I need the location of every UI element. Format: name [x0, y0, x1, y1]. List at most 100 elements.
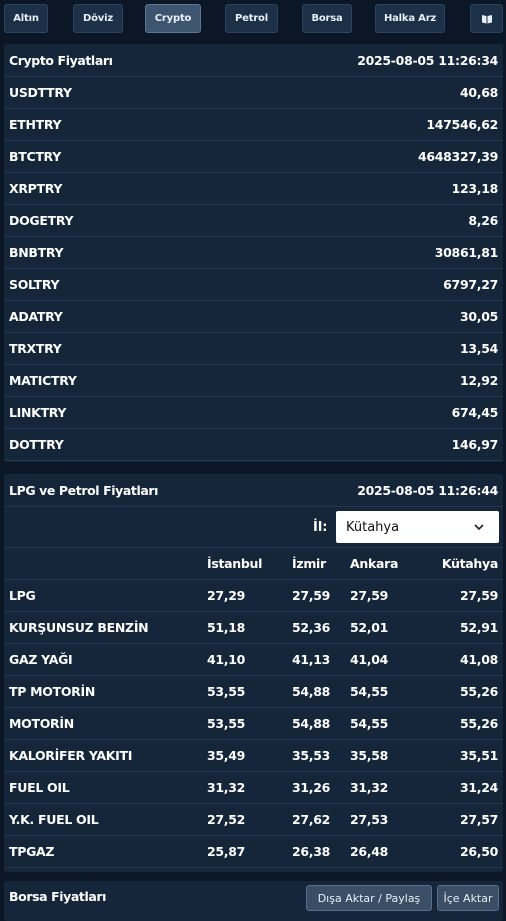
crypto-price: 4648327,39 — [417, 149, 498, 164]
petrol-column-header: İstanbul İzmir Ankara Kütahya — [4, 548, 503, 580]
petrol-row: KALORİFER YAKITI 35,49 35,53 35,58 35,51 — [4, 740, 503, 772]
crypto-symbol: XRPTRY — [9, 181, 63, 196]
fuel-name: FUEL OIL — [9, 780, 70, 795]
borsa-title: Borsa Fiyatları — [9, 889, 107, 904]
fuel-price-cell: 54,88 — [292, 716, 331, 731]
fuel-price-cell: 41,10 — [207, 652, 246, 667]
petrol-row: KURŞUNSUZ BENZİN 51,18 52,36 52,01 52,91 — [4, 612, 503, 644]
fuel-price-cell: 41,04 — [350, 652, 389, 667]
petrol-row: GAZ YAĞI 41,10 41,13 41,04 41,08 — [4, 644, 503, 676]
fuel-price-cell: 54,55 — [350, 684, 389, 699]
fuel-price-cell: 31,32 — [207, 780, 246, 795]
fuel-name: Y.K. FUEL OIL — [9, 812, 99, 827]
crypto-row: DOGETRY 8,26 — [4, 205, 503, 237]
petrol-header: LPG ve Petrol Fiyatları 2025-08-05 11:26… — [4, 474, 503, 507]
chevron-down-icon — [474, 524, 484, 531]
crypto-price: 40,68 — [459, 85, 498, 100]
menu-button[interactable] — [470, 4, 503, 33]
fuel-name: MOTORİN — [9, 716, 74, 731]
crypto-row: SOLTRY 6797,27 — [4, 269, 503, 301]
crypto-row: MATICTRY 12,92 — [4, 365, 503, 397]
crypto-price: 147546,62 — [426, 117, 498, 132]
crypto-price: 146,97 — [451, 437, 499, 452]
crypto-symbol: ETHTRY — [9, 117, 62, 132]
fuel-price-cell: 52,91 — [459, 620, 498, 635]
fuel-price-cell: 26,38 — [292, 844, 331, 859]
fuel-price-cell: 31,32 — [350, 780, 389, 795]
fuel-price-cell: 27,29 — [207, 588, 246, 603]
fuel-price-cell: 35,53 — [292, 748, 331, 763]
tab-altin[interactable]: Altın — [4, 4, 48, 33]
crypto-row: BNBTRY 30861,81 — [4, 237, 503, 269]
fuel-price-cell: 54,88 — [292, 684, 331, 699]
fuel-name: LPG — [9, 588, 36, 603]
column-header: Ankara — [350, 556, 399, 571]
fuel-name: TP MOTORİN — [9, 684, 95, 699]
fuel-price-cell: 52,36 — [292, 620, 331, 635]
petrol-row: Y.K. FUEL OIL 27,52 27,62 27,53 27,57 — [4, 804, 503, 836]
crypto-symbol: DOGETRY — [9, 213, 74, 228]
petrol-row: LPG 27,29 27,59 27,59 27,59 — [4, 580, 503, 612]
fuel-price-cell: 54,55 — [350, 716, 389, 731]
crypto-symbol: SOLTRY — [9, 277, 60, 292]
crypto-row: LINKTRY 674,45 — [4, 397, 503, 429]
crypto-row: ADATRY 30,05 — [4, 301, 503, 333]
crypto-symbol: LINKTRY — [9, 405, 67, 420]
fuel-price-cell: 53,55 — [207, 684, 246, 699]
crypto-symbol: MATICTRY — [9, 373, 77, 388]
fuel-price-cell: 27,59 — [292, 588, 331, 603]
tab-halka-arz[interactable]: Halka Arz — [375, 4, 445, 33]
crypto-header: Crypto Fiyatları 2025-08-05 11:26:34 — [4, 44, 503, 77]
borsa-panel: Borsa Fiyatları Dışa Aktar / Paylaş İçe … — [4, 881, 503, 921]
petrol-row: TPGAZ 25,87 26,38 26,48 26,50 — [4, 836, 503, 868]
crypto-row: TRXTRY 13,54 — [4, 333, 503, 365]
tab-doviz[interactable]: Döviz — [73, 4, 123, 33]
crypto-symbol: USDTTRY — [9, 85, 72, 100]
export-share-button[interactable]: Dışa Aktar / Paylaş — [306, 885, 432, 911]
tab-petrol[interactable]: Petrol — [225, 4, 278, 33]
petrol-row: TP MOTORİN 53,55 54,88 54,55 55,26 — [4, 676, 503, 708]
fuel-price-cell: 35,51 — [459, 748, 498, 763]
fuel-price-cell: 26,50 — [459, 844, 498, 859]
crypto-price: 674,45 — [451, 405, 499, 420]
fuel-price-cell: 41,08 — [459, 652, 498, 667]
city-label: İl: — [313, 519, 328, 535]
crypto-row: XRPTRY 123,18 — [4, 173, 503, 205]
crypto-price: 30,05 — [459, 309, 498, 324]
city-filter-row: İl: Kütahya — [4, 507, 503, 548]
column-header: Kütahya — [441, 556, 498, 571]
fuel-name: TPGAZ — [9, 844, 55, 859]
tab-borsa[interactable]: Borsa — [302, 4, 352, 33]
crypto-row: USDTTRY 40,68 — [4, 77, 503, 109]
fuel-price-cell: 27,62 — [292, 812, 331, 827]
fuel-price-cell: 27,57 — [459, 812, 498, 827]
fuel-name: KALORİFER YAKITI — [9, 748, 133, 763]
city-select-value: Kütahya — [346, 519, 400, 535]
fuel-price-cell: 52,01 — [350, 620, 389, 635]
fuel-price-cell: 53,55 — [207, 716, 246, 731]
fuel-price-cell: 31,24 — [459, 780, 498, 795]
fuel-price-cell: 26,48 — [350, 844, 389, 859]
fuel-price-cell: 27,52 — [207, 812, 246, 827]
crypto-price: 12,92 — [459, 373, 498, 388]
fuel-name: GAZ YAĞI — [9, 652, 73, 667]
petrol-timestamp: 2025-08-05 11:26:44 — [357, 482, 498, 498]
city-select[interactable]: Kütahya — [336, 511, 499, 543]
petrol-panel: LPG ve Petrol Fiyatları 2025-08-05 11:26… — [4, 474, 503, 872]
fuel-price-cell: 55,26 — [459, 684, 498, 699]
crypto-row: BTCTRY 4648327,39 — [4, 141, 503, 173]
fuel-price-cell: 55,26 — [459, 716, 498, 731]
crypto-timestamp: 2025-08-05 11:26:34 — [357, 52, 498, 68]
fuel-price-cell: 27,59 — [459, 588, 498, 603]
top-tab-bar: Altın Döviz Crypto Petrol Borsa Halka Ar… — [0, 0, 506, 38]
crypto-title: Crypto Fiyatları — [9, 52, 113, 68]
import-button[interactable]: İçe Aktar — [437, 885, 499, 911]
crypto-price: 123,18 — [451, 181, 499, 196]
fuel-price-cell: 31,26 — [292, 780, 331, 795]
column-header: İzmir — [292, 556, 326, 571]
crypto-price: 8,26 — [468, 213, 498, 228]
crypto-row: ETHTRY 147546,62 — [4, 109, 503, 141]
tab-crypto[interactable]: Crypto — [145, 4, 201, 33]
fuel-price-cell: 27,59 — [350, 588, 389, 603]
crypto-symbol: BNBTRY — [9, 245, 64, 260]
